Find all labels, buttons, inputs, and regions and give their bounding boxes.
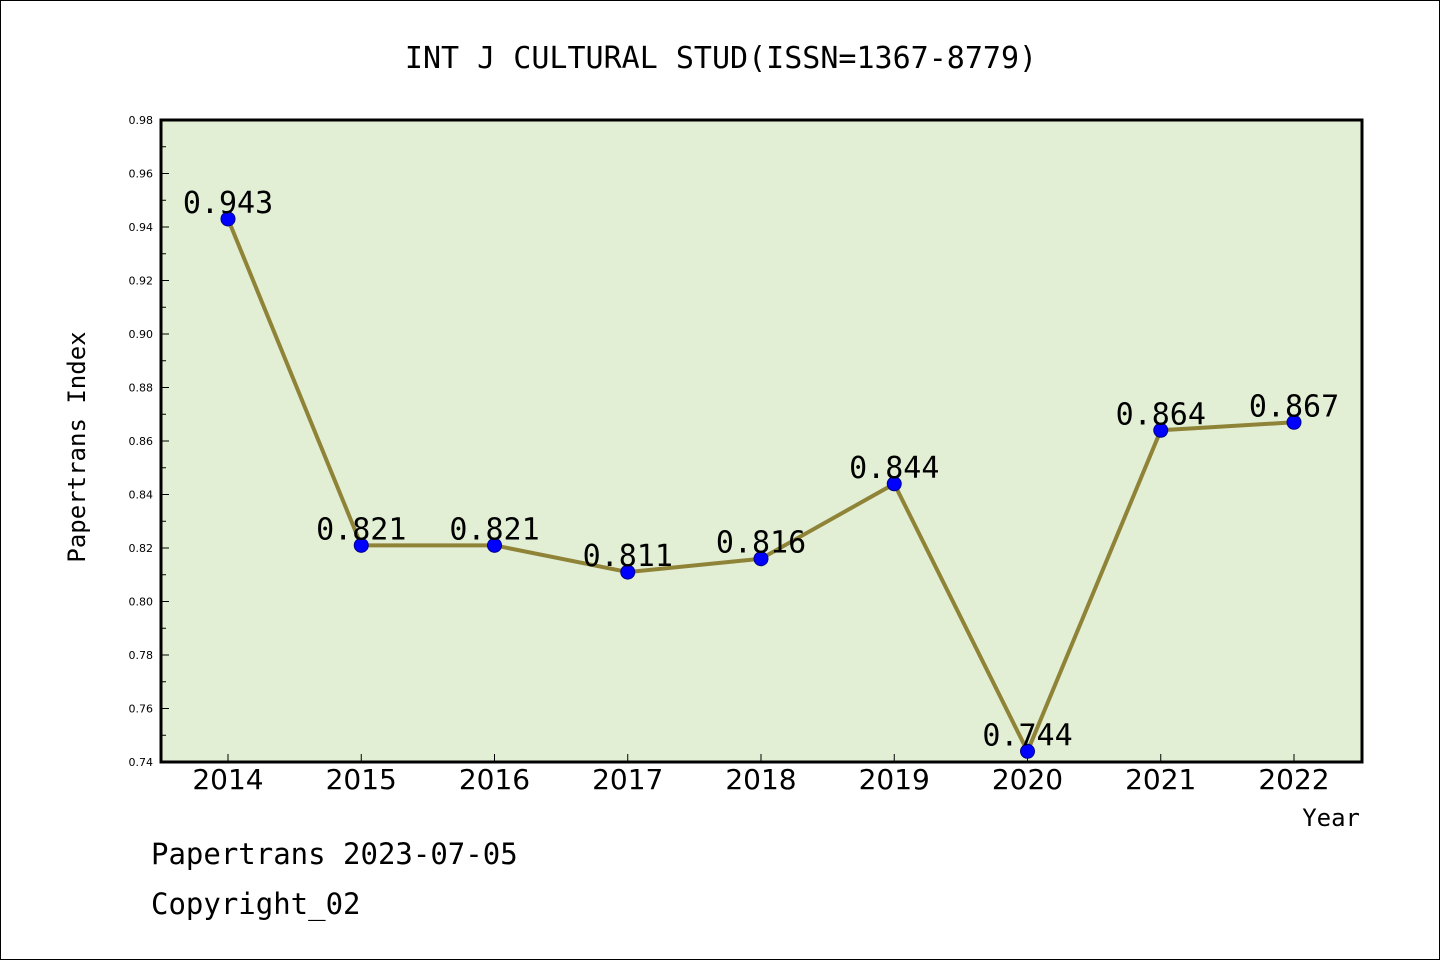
data-point (620, 564, 636, 580)
data-labels: 0.943 0.821 0.821 0.811 0.816 0.844 0.744 0.864… (183, 186, 1339, 753)
data-point (753, 551, 769, 567)
footer-date: Papertrans 2023-07-05 (151, 837, 518, 871)
x-tick-label: 2015 (326, 763, 397, 796)
x-tick-label: 2022 (1258, 763, 1329, 796)
data-point (1020, 743, 1035, 759)
y-tick-label: 0.74 (129, 756, 154, 769)
data-label: 0.867 (1249, 389, 1339, 424)
y-tick-label: 0.88 (129, 382, 154, 395)
data-label: 0.821 (449, 512, 539, 547)
data-label: 0.864 (1116, 397, 1206, 432)
data-point (220, 211, 236, 227)
chart-title: INT J CULTURAL STUD(ISSN=1367-8779) (405, 41, 1037, 76)
y-tick-label: 0.84 (129, 489, 154, 502)
data-point (1153, 422, 1169, 438)
data-label: 0.943 (183, 186, 273, 221)
y-tick-label: 0.86 (129, 435, 154, 448)
y-tick-label: 0.90 (129, 328, 154, 341)
data-point (487, 537, 502, 553)
x-tick-label: 2021 (1125, 763, 1196, 796)
y-tick-label: 0.94 (129, 221, 154, 234)
data-point (353, 537, 369, 553)
data-label: 0.816 (716, 526, 806, 561)
y-tick-label: 0.78 (129, 649, 154, 662)
x-tick-label: 2019 (859, 763, 930, 796)
y-tick-label: 0.98 (129, 114, 154, 127)
plot-area (159, 118, 1364, 764)
y-tick-label: 0.96 (129, 168, 154, 181)
y-tick-label: 0.82 (129, 542, 154, 555)
y-tick-label: 0.80 (129, 596, 154, 609)
y-axis-label: Papertrans Index (63, 331, 91, 562)
x-tick-label: 2017 (592, 763, 663, 796)
x-axis-label: Year (1302, 804, 1360, 832)
y-tick-label: 0.76 (129, 703, 154, 716)
x-tick-label: 2016 (459, 763, 530, 796)
x-tick-label: 2018 (725, 763, 796, 796)
data-point (886, 476, 902, 492)
y-tick-label: 0.92 (129, 275, 154, 288)
data-point (1286, 414, 1302, 430)
footer-copyright: Copyright_02 (151, 887, 361, 922)
x-tick-label: 2020 (992, 763, 1063, 796)
data-label: 0.821 (316, 512, 406, 547)
data-label: 0.744 (982, 718, 1072, 753)
y-axis: 0.74 0.76 0.78 0.80 0.82 0.84 0.86 0.88 0.90 0.92… (129, 114, 169, 769)
data-label: 0.811 (583, 539, 673, 574)
x-tick-label: 2014 (192, 763, 263, 796)
data-points (220, 211, 1302, 759)
x-axis: 2014 2015 2016 2017 2018 2019 2020 2021 2022 (192, 754, 1330, 796)
data-label: 0.844 (849, 451, 939, 486)
